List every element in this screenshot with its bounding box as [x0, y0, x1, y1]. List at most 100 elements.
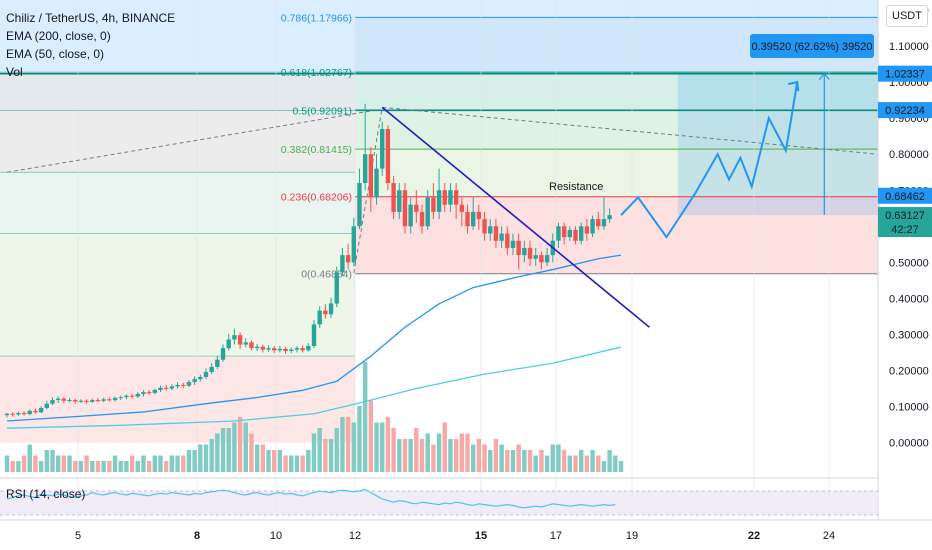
- candle-body: [50, 400, 55, 404]
- fib-diagonal: [353, 107, 383, 274]
- candle-body: [237, 335, 243, 345]
- candle-body: [340, 255, 345, 273]
- candle-body: [362, 154, 368, 184]
- volume-bar: [613, 455, 618, 472]
- volume-bar: [590, 450, 595, 472]
- candle-body: [431, 197, 436, 212]
- volume-bar: [391, 428, 396, 472]
- volume-bar: [607, 450, 612, 472]
- candle-body: [135, 393, 140, 397]
- volume-bar: [618, 461, 624, 472]
- candle-body: [385, 128, 391, 184]
- volume-bar: [419, 439, 425, 472]
- candle-body: [334, 272, 339, 304]
- price-tag: [878, 187, 932, 204]
- time-tick: 17: [550, 530, 562, 542]
- volume-bar: [442, 422, 447, 472]
- volume-bar: [294, 455, 300, 472]
- price-tick: 0.50000: [889, 257, 929, 269]
- measure-label: 0.39520 (62.62%) 39520: [750, 34, 874, 58]
- fib-zone-left: [0, 356, 355, 443]
- fib-zone-left: [0, 0, 355, 73]
- symbol-legend[interactable]: Chiliz / TetherUS, 4h, BINANCE: [6, 11, 176, 25]
- ema200-legend[interactable]: EMA (200, close, 0): [6, 29, 111, 43]
- volume-bar: [266, 450, 271, 472]
- downtrend-line: [381, 106, 650, 328]
- candle-body: [186, 382, 192, 386]
- candle-body: [33, 410, 38, 413]
- candle-body: [380, 128, 385, 169]
- volume-bar: [300, 455, 305, 472]
- candle-body: [482, 219, 487, 234]
- candle-body: [175, 384, 180, 387]
- volume-bar: [470, 444, 476, 472]
- volume-bar: [289, 455, 294, 472]
- volume-bar: [198, 444, 203, 472]
- price-tick: 1.10000: [889, 41, 929, 53]
- candle-body: [129, 395, 135, 397]
- volume-bar: [124, 461, 129, 472]
- price-tick: 0.80000: [889, 149, 929, 161]
- candle-body: [4, 413, 10, 416]
- candle-body: [567, 229, 573, 238]
- fib-zone-left: [0, 233, 355, 357]
- candle-body: [607, 215, 612, 220]
- rsi-legend[interactable]: RSI (14, close): [6, 487, 86, 501]
- candle-body: [181, 384, 186, 386]
- time-tick: 22: [748, 530, 760, 542]
- volume-bar: [516, 444, 521, 472]
- fib-label: 0.5(0.92091): [292, 106, 352, 118]
- candle-body: [419, 211, 425, 227]
- price-tick: 0.30000: [889, 329, 929, 341]
- volume-bar: [368, 400, 374, 472]
- volume-bar: [254, 444, 260, 472]
- resistance-label: Resistance: [549, 181, 603, 193]
- price-tag-text: 0.63127: [885, 210, 925, 222]
- candle-body: [44, 403, 49, 408]
- candle-body: [277, 348, 283, 351]
- volume-bar: [601, 461, 607, 472]
- candle-body: [425, 197, 430, 227]
- volume-bar: [21, 455, 27, 472]
- candle-body: [169, 386, 175, 389]
- candle-body: [146, 392, 152, 394]
- volume-bar: [334, 428, 339, 472]
- volume-bar: [181, 455, 186, 472]
- candle-body: [249, 342, 254, 349]
- price-tag-text: 0.92234: [885, 105, 925, 117]
- ema50-legend[interactable]: EMA (50, close, 0): [6, 47, 105, 61]
- candle-body: [55, 398, 61, 401]
- candle-body: [584, 226, 590, 234]
- measure-label-text: 0.39520 (62.62%) 39520: [751, 41, 872, 53]
- candle-body: [300, 348, 305, 351]
- time-tick: 19: [626, 530, 638, 542]
- volume-bar: [459, 433, 465, 472]
- volume-bar: [414, 428, 419, 472]
- fib-label: 0.382(0.81415): [281, 144, 352, 156]
- currency-selector[interactable]: USDT: [886, 5, 928, 27]
- fib-zone-left: [0, 72, 355, 111]
- volume-bar: [465, 433, 470, 472]
- candle-body: [317, 310, 322, 325]
- volume-bar: [16, 461, 21, 472]
- candle-body: [78, 400, 84, 402]
- ema200-line: [6, 346, 622, 429]
- candle-body: [556, 226, 561, 241]
- price-axis-bg: [878, 0, 932, 550]
- volume-bar: [192, 450, 197, 472]
- volume-bar: [345, 417, 351, 472]
- candle-body: [453, 190, 459, 205]
- volume-bar: [158, 455, 163, 472]
- candle-body: [573, 229, 578, 241]
- volume-bar: [436, 433, 442, 472]
- fib-label: 0(0.46854): [301, 269, 352, 281]
- candle-body: [220, 348, 226, 360]
- volume-bar: [505, 450, 510, 472]
- volume-legend[interactable]: Vol: [6, 65, 23, 79]
- volume-bar: [27, 444, 32, 472]
- measure-arrowhead: [818, 72, 830, 81]
- fib-zone: [355, 72, 878, 111]
- volume-bar: [203, 444, 209, 472]
- candle-body: [112, 397, 118, 401]
